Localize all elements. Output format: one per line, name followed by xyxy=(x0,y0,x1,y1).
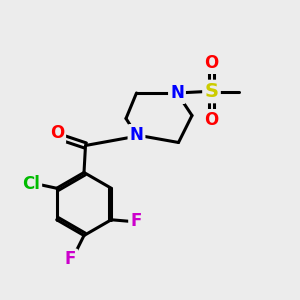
Text: O: O xyxy=(204,54,219,72)
Text: O: O xyxy=(50,124,64,142)
Text: O: O xyxy=(204,111,219,129)
Text: S: S xyxy=(205,82,218,101)
Text: N: N xyxy=(130,126,143,144)
Text: F: F xyxy=(130,212,142,230)
Text: Cl: Cl xyxy=(22,175,40,193)
Text: N: N xyxy=(170,84,184,102)
Text: F: F xyxy=(65,250,76,268)
